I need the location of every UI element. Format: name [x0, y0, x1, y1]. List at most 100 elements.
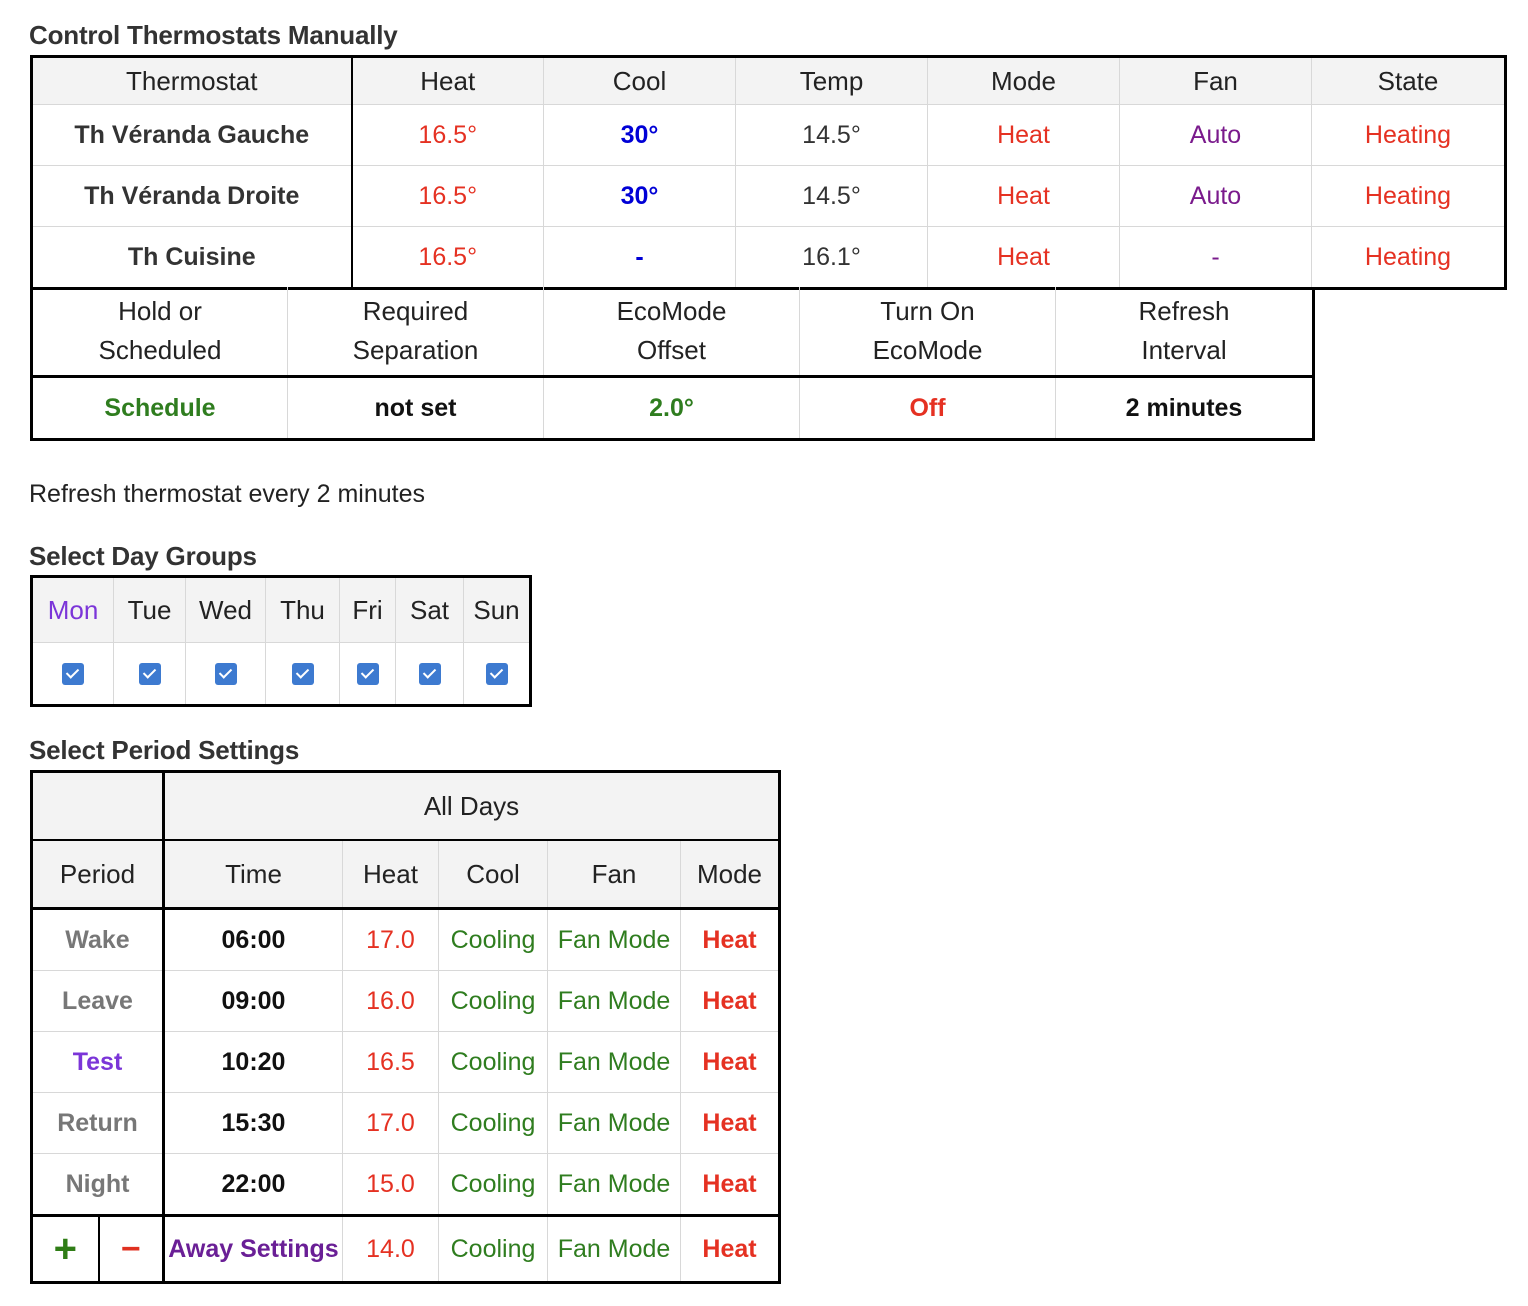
period-row: Night 22:00 15.0 Cooling Fan Mode Heat [31, 1153, 780, 1216]
period-group-label: All Days [163, 771, 780, 841]
period-name[interactable]: Leave [31, 970, 165, 1032]
mode-value[interactable]: Heat [927, 165, 1120, 227]
period-cool[interactable]: Cooling [438, 970, 548, 1032]
period-row: Test 10:20 16.5 Cooling Fan Mode Heat [31, 1031, 780, 1093]
away-heat[interactable]: 14.0 [342, 1214, 439, 1283]
remove-period-button[interactable]: − [120, 1229, 141, 1268]
cool-setpoint[interactable]: 30° [543, 104, 736, 166]
period-heat[interactable]: 17.0 [342, 908, 439, 971]
thermostat-row: Th Véranda Gauche 16.5° 30° 14.5° Heat A… [31, 104, 1506, 166]
day-sun[interactable]: Sun [463, 576, 531, 643]
day-checkbox-row [31, 642, 531, 706]
period-row: Return 15:30 17.0 Cooling Fan Mode Heat [31, 1092, 780, 1154]
mode-value[interactable]: Heat [927, 226, 1120, 289]
day-mon-checkbox[interactable] [62, 662, 84, 685]
cool-setpoint[interactable]: - [543, 226, 736, 289]
header-turn-on-ecomode: Turn On EcoMode [799, 287, 1056, 378]
period-mode[interactable]: Heat [680, 1092, 780, 1154]
day-sat-checkbox[interactable] [418, 662, 441, 685]
cool-setpoint[interactable]: 30° [543, 165, 736, 227]
fan-value[interactable]: Auto [1119, 165, 1312, 227]
day-header-row: Mon Tue Wed Thu Fri Sat Sun [31, 576, 531, 643]
day-fri[interactable]: Fri [339, 576, 396, 643]
day-thu-checkbox[interactable] [291, 662, 314, 685]
thermostat-row: Th Cuisine 16.5° - 16.1° Heat - Heating [31, 226, 1506, 289]
period-mode[interactable]: Heat [680, 1153, 780, 1216]
state-value: Heating [1311, 165, 1506, 227]
period-heat[interactable]: 16.5 [342, 1031, 439, 1093]
heat-setpoint[interactable]: 16.5° [351, 165, 544, 227]
period-name[interactable]: Wake [31, 908, 165, 971]
day-wed-cell [185, 642, 266, 706]
period-cool[interactable]: Cooling [438, 1031, 548, 1093]
period-time[interactable]: 06:00 [163, 908, 343, 971]
thermostat-name: Th Véranda Droite [31, 165, 353, 227]
period-name[interactable]: Return [31, 1092, 165, 1154]
period-cool[interactable]: Cooling [438, 1092, 548, 1154]
day-mon-cell [31, 642, 114, 706]
required-separation-value[interactable]: not set [287, 376, 544, 440]
period-time[interactable]: 22:00 [163, 1153, 343, 1216]
period-fan[interactable]: Fan Mode [547, 1092, 681, 1154]
header-mode: Mode [680, 840, 780, 910]
away-settings-label[interactable]: Away Settings [163, 1214, 343, 1283]
header-state: State [1311, 56, 1506, 105]
day-fri-checkbox[interactable] [356, 662, 379, 685]
day-wed[interactable]: Wed [185, 576, 266, 643]
add-period-cell: + [31, 1214, 100, 1283]
away-fan[interactable]: Fan Mode [547, 1214, 681, 1283]
ecomode-offset-value[interactable]: 2.0° [543, 376, 800, 440]
mode-value[interactable]: Heat [927, 104, 1120, 166]
period-heat[interactable]: 16.0 [342, 970, 439, 1032]
period-mode[interactable]: Heat [680, 970, 780, 1032]
thermostat-table: Thermostat Heat Cool Temp Mode Fan State… [30, 55, 1507, 290]
current-temp: 14.5° [735, 165, 928, 227]
header-cool: Cool [438, 840, 548, 910]
state-value: Heating [1311, 226, 1506, 289]
period-heat[interactable]: 15.0 [342, 1153, 439, 1216]
period-fan[interactable]: Fan Mode [547, 908, 681, 971]
day-sun-checkbox[interactable] [485, 662, 508, 685]
refresh-interval-value[interactable]: 2 minutes [1055, 376, 1314, 440]
day-tue[interactable]: Tue [113, 576, 186, 643]
period-cool[interactable]: Cooling [438, 908, 548, 971]
current-temp: 14.5° [735, 104, 928, 166]
fan-value[interactable]: Auto [1119, 104, 1312, 166]
period-mode[interactable]: Heat [680, 1031, 780, 1093]
settings-header-row: Hold or Scheduled Required Separation Ec… [31, 287, 1314, 378]
period-time[interactable]: 10:20 [163, 1031, 343, 1093]
period-time[interactable]: 09:00 [163, 970, 343, 1032]
day-wed-checkbox[interactable] [214, 662, 237, 685]
period-fan[interactable]: Fan Mode [547, 1153, 681, 1216]
day-groups-table: Mon Tue Wed Thu Fri Sat Sun [30, 575, 532, 707]
fan-value[interactable]: - [1119, 226, 1312, 289]
period-settings-title: Select Period Settings [29, 735, 300, 765]
state-value: Heating [1311, 104, 1506, 166]
heat-setpoint[interactable]: 16.5° [351, 226, 544, 289]
period-name[interactable]: Night [31, 1153, 165, 1216]
ecomode-toggle[interactable]: Off [799, 376, 1056, 440]
header-period: Period [31, 840, 165, 910]
add-period-button[interactable]: + [53, 1227, 77, 1271]
period-time[interactable]: 15:30 [163, 1092, 343, 1154]
day-tue-checkbox[interactable] [138, 662, 161, 685]
period-mode[interactable]: Heat [702, 925, 757, 954]
day-mon[interactable]: Mon [31, 576, 114, 643]
day-sat[interactable]: Sat [395, 576, 464, 643]
remove-period-cell: − [98, 1214, 165, 1283]
header-time: Time [163, 840, 343, 910]
period-name[interactable]: Test [31, 1031, 165, 1093]
period-fan[interactable]: Fan Mode [547, 1031, 681, 1093]
period-heat[interactable]: 17.0 [342, 1092, 439, 1154]
day-thu[interactable]: Thu [265, 576, 340, 643]
period-cool[interactable]: Cooling [438, 1153, 548, 1216]
header-heat: Heat [351, 56, 544, 105]
away-cool[interactable]: Cooling [438, 1214, 548, 1283]
away-mode[interactable]: Heat [680, 1214, 780, 1283]
day-tue-cell [113, 642, 186, 706]
period-fan[interactable]: Fan Mode [547, 970, 681, 1032]
heat-setpoint[interactable]: 16.5° [351, 104, 544, 166]
day-sat-cell [395, 642, 464, 706]
hold-or-scheduled-toggle[interactable]: Schedule [31, 376, 288, 440]
period-row: Wake 06:00 17.0 Cooling Fan Mode Heat [31, 908, 780, 971]
